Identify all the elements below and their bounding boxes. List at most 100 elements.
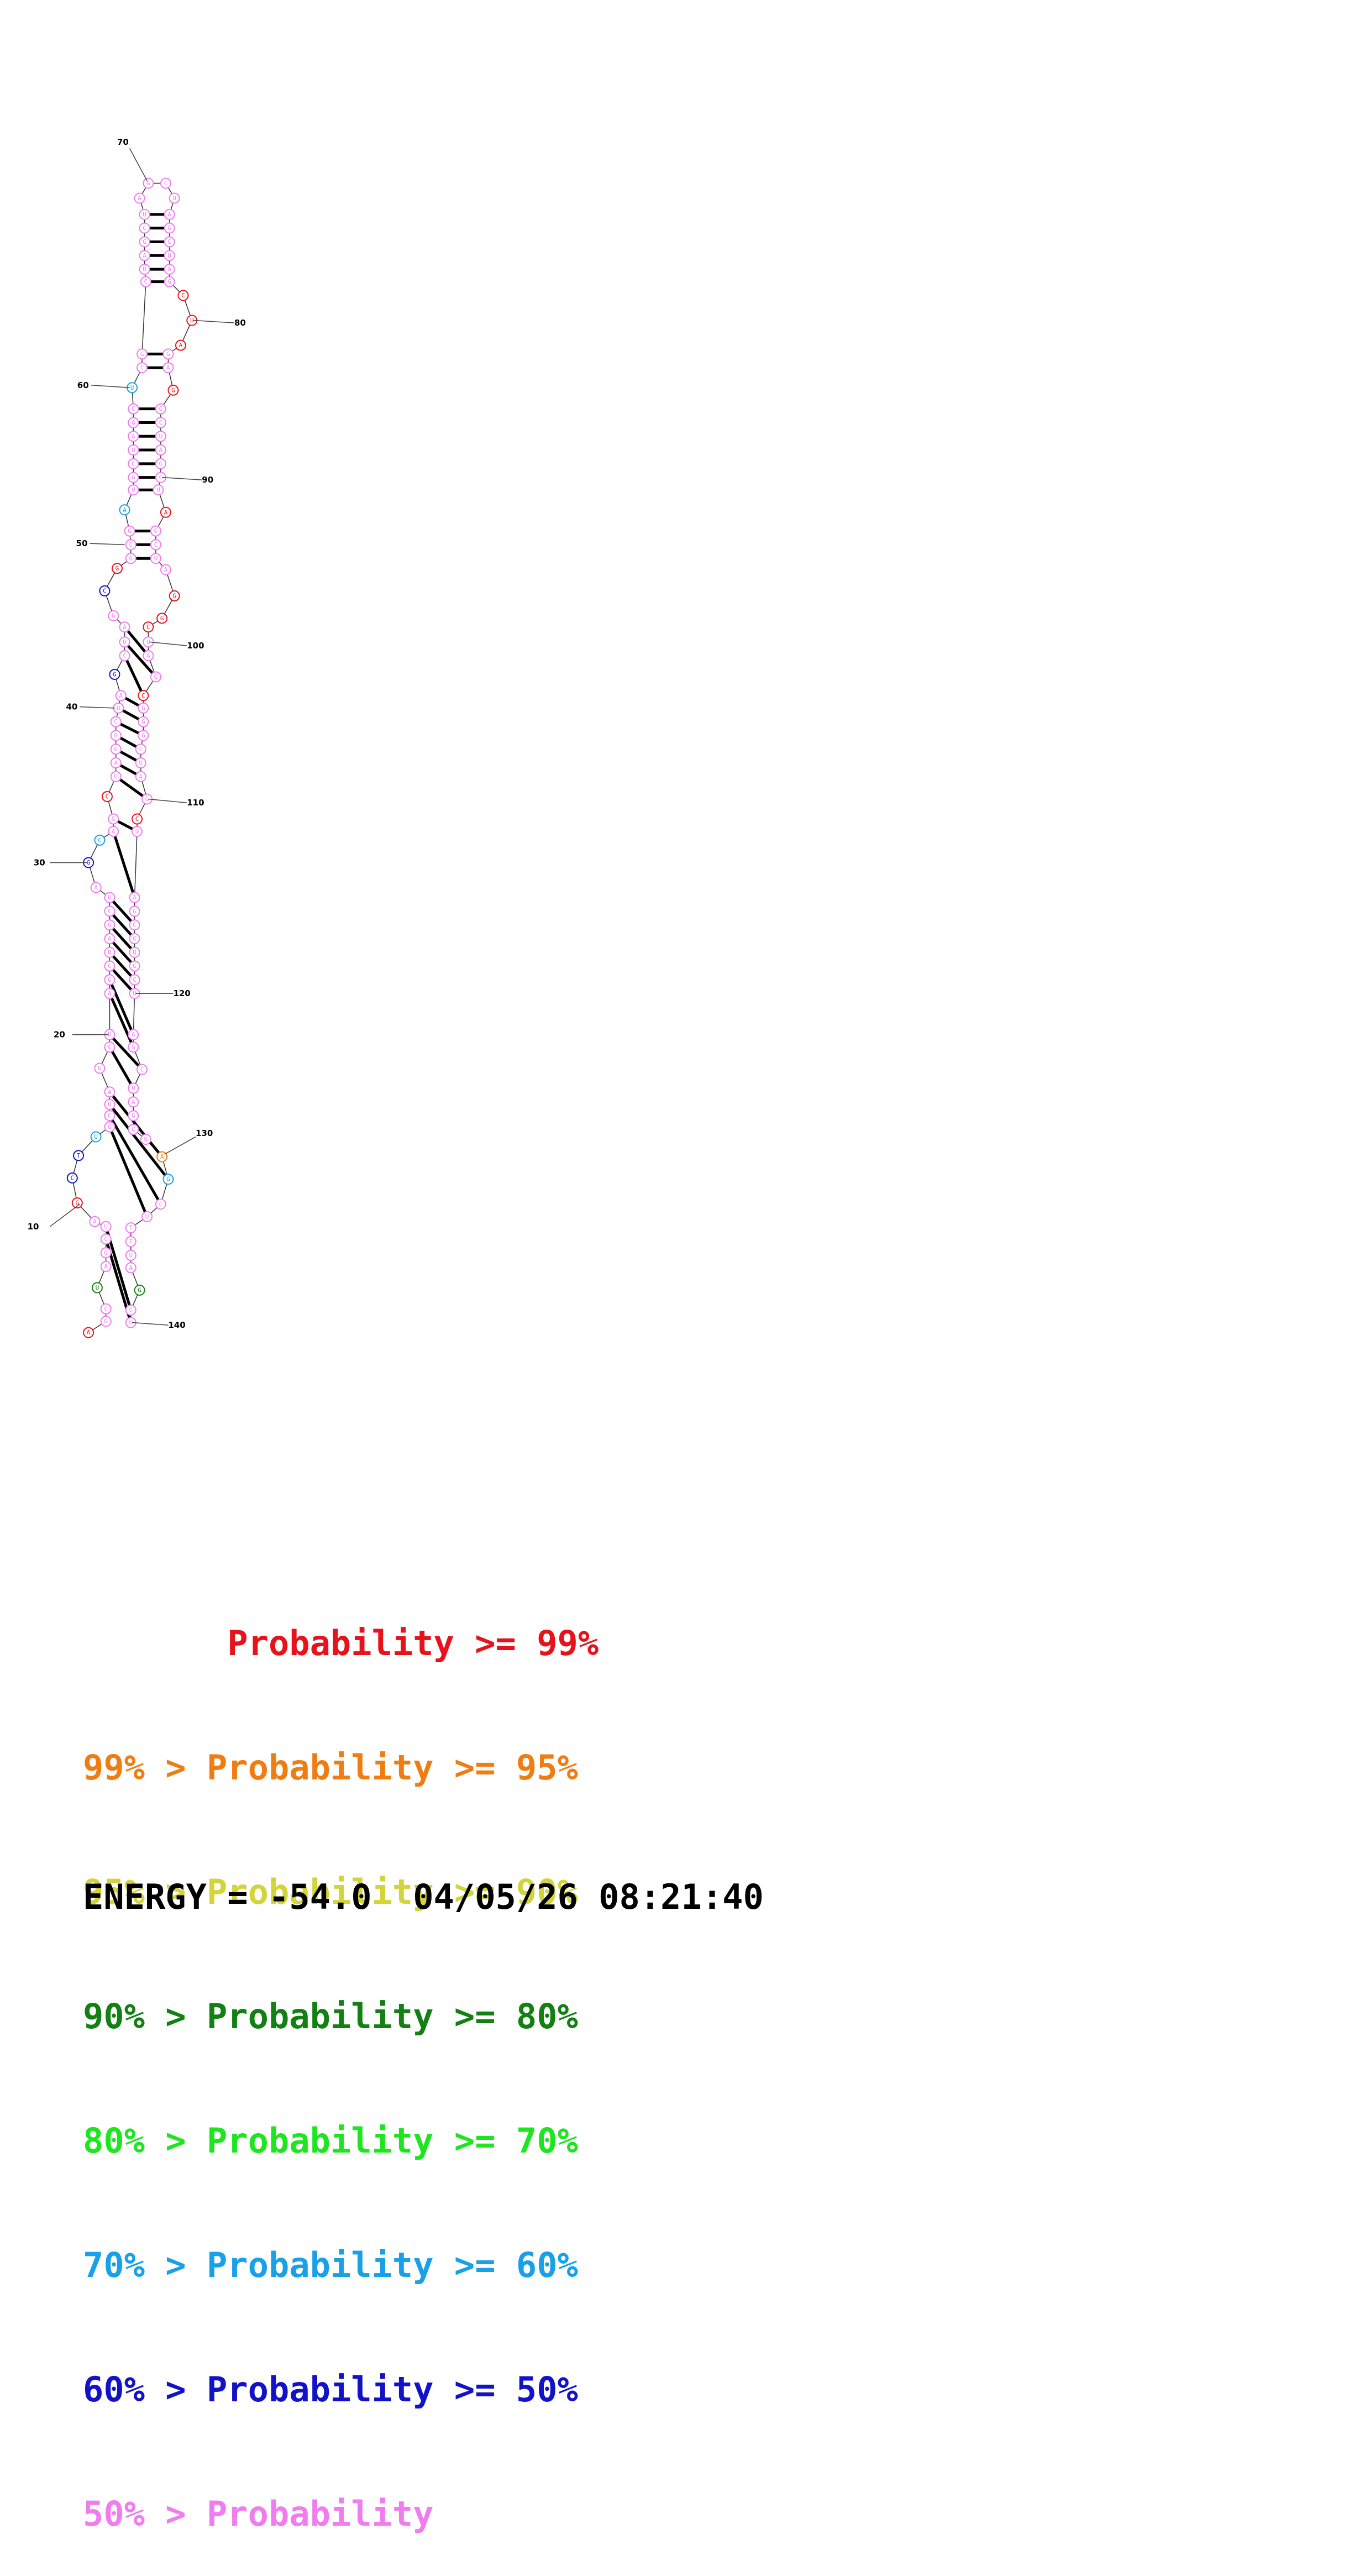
nucleotide-circle (141, 1211, 153, 1222)
nucleotide-circle (169, 590, 180, 601)
nucleotide-circle (110, 730, 122, 741)
nucleotide-circle (150, 539, 161, 551)
nucleotide-circle (167, 384, 179, 396)
nucleotide-letter: C (135, 815, 139, 823)
nucleotide-letter: G (98, 1065, 102, 1072)
nucleotide-letter: C (98, 836, 102, 844)
nucleotide-circle (125, 1305, 137, 1316)
position-label-leader (49, 1203, 80, 1227)
nucleotide: U (110, 771, 122, 782)
nucleotide-circle (100, 1247, 112, 1259)
nucleotide-circle (175, 339, 186, 351)
nucleotide-circle (66, 1172, 78, 1184)
nucleotide: C (94, 834, 106, 846)
nucleotide-letter: U (129, 1319, 133, 1326)
nucleotide-letter: G (167, 224, 171, 232)
position-label-leader (132, 1322, 169, 1326)
position-label: 120 (173, 988, 190, 998)
nucleotide-circle (104, 988, 116, 999)
nucleotide: C (104, 1110, 116, 1122)
nucleotide-circle (177, 290, 189, 301)
nucleotide-letter: U (146, 638, 150, 646)
nucleotide: C (99, 585, 111, 596)
nucleotide-circle (94, 834, 106, 846)
nucleotide-circle (100, 1303, 112, 1315)
position-label-leader (193, 320, 234, 323)
nucleotide: U (141, 1211, 153, 1222)
nucleotide-circle (125, 539, 137, 551)
nucleotide-circle (128, 472, 139, 483)
nucleotide-circle (164, 222, 175, 234)
legend-row: Probability >= 99% (83, 1623, 599, 1663)
nucleotide-letter: U (123, 638, 127, 646)
nucleotide-circle (125, 553, 137, 564)
nucleotide: G (129, 905, 140, 917)
nucleotide-letter: A (93, 1218, 97, 1225)
nucleotide: U (139, 208, 150, 220)
nucleotide: G (110, 744, 122, 755)
nucleotide: G (128, 417, 139, 428)
nucleotide-circle (128, 1041, 139, 1053)
nucleotide-letter: C (104, 1235, 108, 1243)
nucleotide-circle (129, 974, 140, 986)
nucleotide: A (134, 192, 145, 204)
base-pair-bond (108, 979, 135, 1035)
nucleotide-circle (104, 919, 116, 931)
nucleotide-letter: G (112, 612, 116, 619)
nucleotide: C (125, 539, 137, 551)
nucleotide-letter: U (96, 1284, 99, 1291)
nucleotide-letter: A (160, 1153, 164, 1160)
nucleotide: A (162, 362, 174, 374)
nucleotide-circle (139, 208, 150, 220)
nucleotide-circle (139, 222, 150, 234)
nucleotide: G (143, 177, 154, 189)
nucleotide-letter: U (108, 949, 112, 956)
nucleotide-letter: A (104, 1263, 108, 1270)
nucleotide-circle (164, 236, 175, 248)
nucleotide: A (125, 1262, 137, 1274)
nucleotide: A (104, 988, 116, 999)
nucleotide: G (169, 590, 180, 601)
nucleotide-letter: C (159, 474, 163, 481)
legend-row: 90% > Probability >= 80% (83, 1996, 578, 2036)
nucleotide: C (140, 276, 151, 287)
nucleotide-circle (108, 826, 119, 837)
nucleotide: G (100, 1316, 112, 1327)
nucleotide-circle (125, 1262, 137, 1274)
nucleotide-circle (115, 690, 127, 701)
nucleotide: G (108, 813, 119, 825)
nucleotide-letter: A (114, 760, 118, 767)
backbone-segment (141, 281, 146, 354)
nucleotide-letter: A (164, 566, 168, 573)
nucleotide: G (128, 1041, 139, 1053)
nucleotide: G (139, 236, 150, 248)
nucleotide: U (119, 636, 130, 648)
nucleotide: A (128, 1029, 139, 1040)
nucleotide-letter: G (154, 673, 158, 680)
nucleotide-circle (135, 744, 146, 755)
nucleotide-circle (143, 621, 154, 633)
nucleotide-letter: C (106, 793, 109, 800)
nucleotide: C (100, 1303, 112, 1315)
nucleotide-letter: C (108, 1044, 112, 1051)
nucleotide-circle (164, 264, 175, 275)
position-label-leader (91, 385, 130, 389)
nucleotide-circle (109, 668, 120, 680)
nucleotide-circle (140, 1134, 151, 1145)
nucleotide-letter: C (140, 364, 144, 371)
nucleotide-circle (125, 1235, 137, 1247)
nucleotide: U (129, 946, 140, 958)
nucleotide: C (139, 222, 150, 234)
nucleotide-letter: G (143, 238, 146, 245)
nucleotide-letter: G (108, 976, 112, 983)
nucleotide-circle (104, 905, 116, 917)
nucleotide: G (156, 612, 168, 624)
nucleotide: A (160, 564, 171, 575)
nucleotide-circle (104, 960, 116, 972)
nucleotide-letter: U (172, 195, 176, 202)
nucleotide-circle (108, 610, 119, 621)
position-label-leader (90, 543, 125, 546)
nucleotide-circle (169, 192, 180, 204)
nucleotide-letter: U (143, 211, 146, 218)
nucleotide-letter: C (141, 692, 145, 699)
